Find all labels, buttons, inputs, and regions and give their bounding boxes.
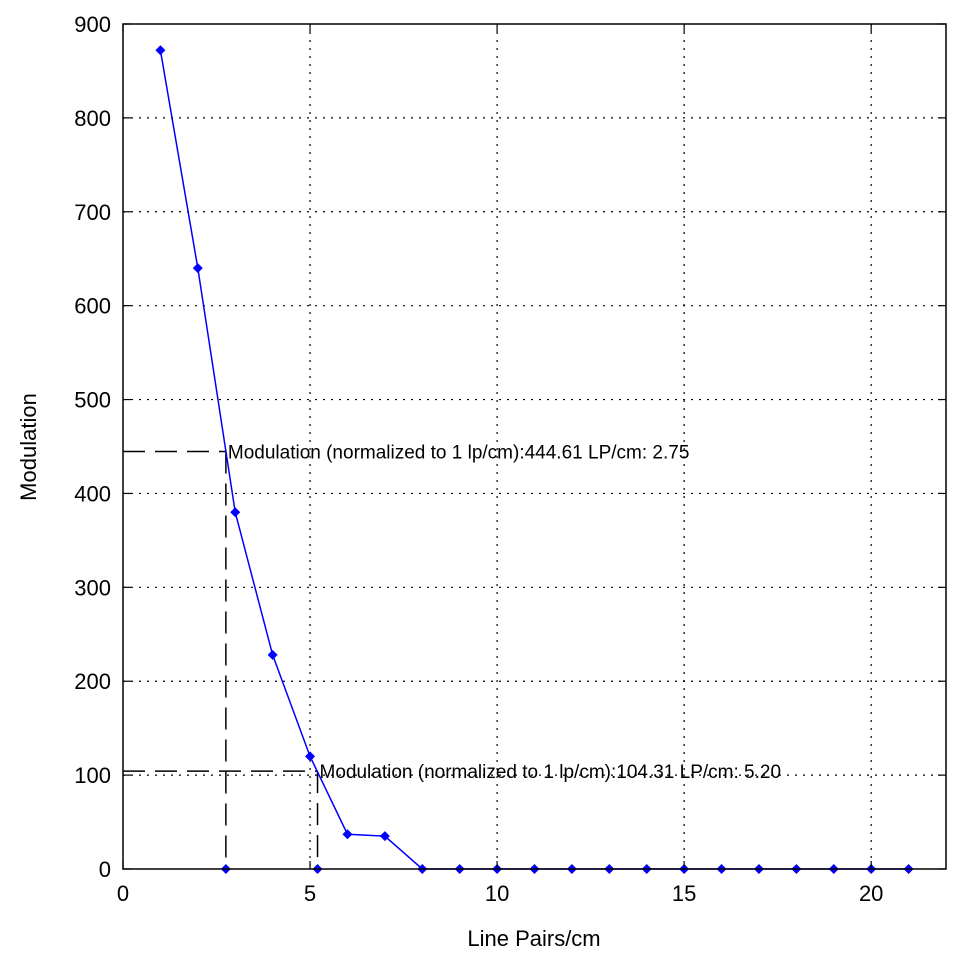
annotations: Modulation (normalized to 1 lp/cm):444.6… — [228, 443, 781, 784]
y-tick-label: 0 — [99, 857, 111, 882]
x-tick-label: 5 — [304, 881, 316, 906]
reference-lines — [123, 450, 323, 874]
y-tick-label: 400 — [74, 481, 111, 506]
x-tick-label: 20 — [859, 881, 883, 906]
data-point — [192, 263, 203, 274]
y-tick-label: 800 — [74, 106, 111, 131]
plot-frame — [122, 23, 947, 870]
x-tick-label: 10 — [485, 881, 509, 906]
data-point — [342, 829, 353, 840]
data-point — [267, 649, 278, 660]
y-tick-label: 200 — [74, 669, 111, 694]
x-axis-title: Line Pairs/cm — [467, 926, 600, 951]
y-tick-label: 100 — [74, 763, 111, 788]
y-axis-title: Modulation — [16, 393, 41, 501]
y-tick-label: 500 — [74, 388, 111, 413]
grid — [123, 24, 946, 869]
y-tick-label: 600 — [74, 294, 111, 319]
data-point — [155, 45, 166, 56]
y-tick-label: 300 — [74, 575, 111, 600]
x-tick-label: 0 — [117, 881, 129, 906]
y-tick-label: 700 — [74, 200, 111, 225]
data-point — [379, 831, 390, 842]
reference-annotation: Modulation (normalized to 1 lp/cm):104.3… — [320, 762, 782, 783]
y-tick-label: 900 — [74, 12, 111, 37]
reference-annotation: Modulation (normalized to 1 lp/cm):444.6… — [228, 443, 690, 464]
data-point — [305, 751, 316, 762]
data-point — [230, 507, 241, 518]
x-tick-label: 15 — [672, 881, 696, 906]
